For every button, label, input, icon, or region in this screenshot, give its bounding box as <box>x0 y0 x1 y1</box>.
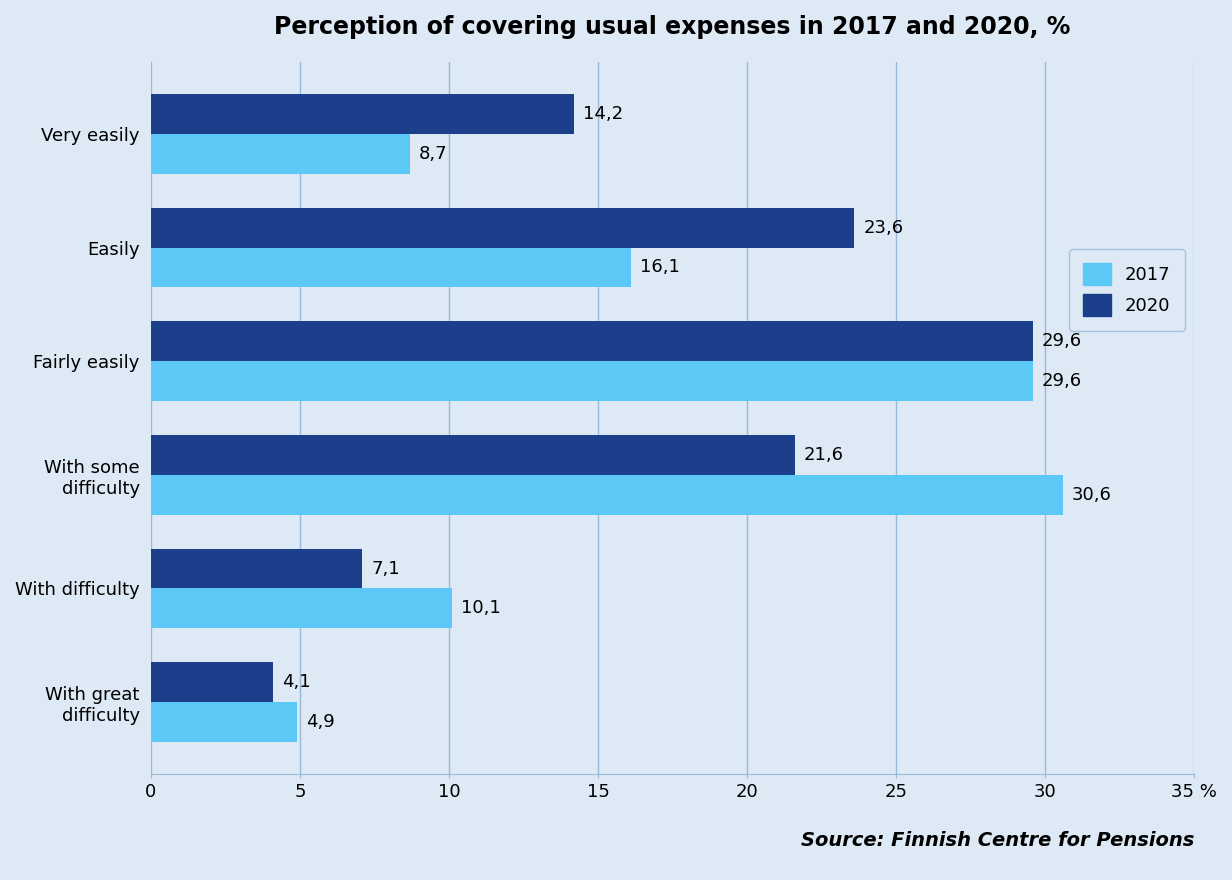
Text: Source: Finnish Centre for Pensions: Source: Finnish Centre for Pensions <box>801 832 1194 850</box>
Text: 16,1: 16,1 <box>639 259 680 276</box>
Bar <box>150 134 410 173</box>
Bar <box>150 208 854 247</box>
Bar <box>150 247 631 287</box>
Bar <box>150 361 1034 401</box>
Text: 23,6: 23,6 <box>864 218 903 237</box>
Text: 14,2: 14,2 <box>583 105 623 123</box>
Text: 21,6: 21,6 <box>803 446 844 464</box>
Bar <box>150 589 452 628</box>
Title: Perception of covering usual expenses in 2017 and 2020, %: Perception of covering usual expenses in… <box>275 15 1071 39</box>
Text: 4,1: 4,1 <box>282 673 310 691</box>
Bar <box>150 702 297 742</box>
Text: 7,1: 7,1 <box>371 560 400 577</box>
Text: 10,1: 10,1 <box>461 599 500 617</box>
Bar <box>150 548 362 589</box>
Text: 30,6: 30,6 <box>1072 486 1111 503</box>
Bar <box>150 94 574 134</box>
Text: 29,6: 29,6 <box>1042 372 1082 390</box>
Bar <box>150 435 795 475</box>
Text: 8,7: 8,7 <box>419 145 447 163</box>
Bar <box>150 663 274 702</box>
Legend: 2017, 2020: 2017, 2020 <box>1069 249 1185 331</box>
Bar <box>150 475 1063 515</box>
Bar <box>150 321 1034 361</box>
Text: 4,9: 4,9 <box>306 713 335 731</box>
Text: 29,6: 29,6 <box>1042 333 1082 350</box>
